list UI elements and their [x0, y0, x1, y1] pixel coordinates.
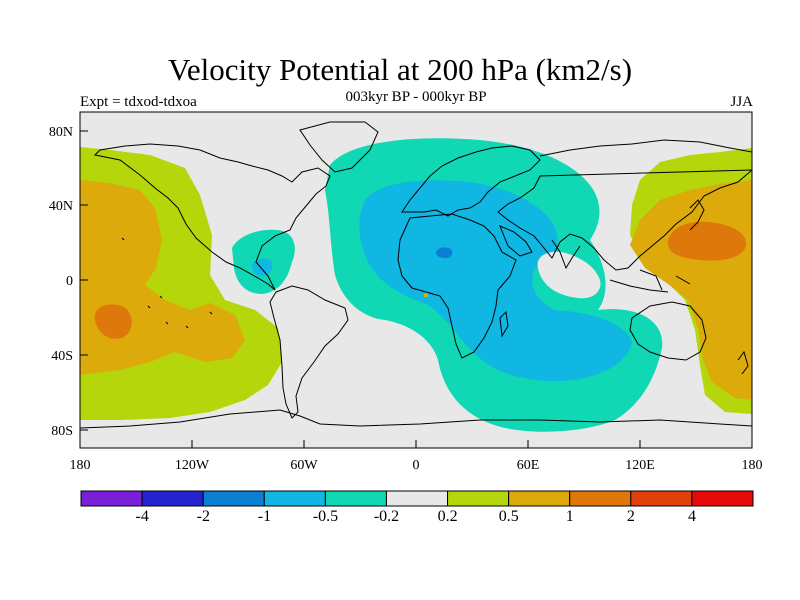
season-label: JJA [730, 94, 753, 110]
lon-label-120w: 120W [175, 458, 210, 473]
lon-label-60w: 60W [290, 458, 318, 473]
colorbar [80, 490, 754, 507]
colorbar-label-2: -2 [197, 508, 210, 525]
colorbar-label-5: -0.2 [374, 508, 399, 525]
colorbar-box-3 [202, 490, 265, 507]
coastline-antarctica [80, 409, 752, 429]
coastline-india [551, 239, 581, 270]
lon-label-120e: 120E [625, 458, 655, 473]
contour-zero-indian [537, 251, 601, 299]
colorbar-label-1: -4 [136, 508, 149, 525]
colorbar-labels: -4 -2 -1 -0.5 -0.2 0.2 0.5 1 2 4 [136, 508, 696, 525]
coastline-asia [497, 139, 752, 271]
contour-pos-0.2-gulf [424, 293, 428, 297]
colorbar-label-3: -1 [258, 508, 271, 525]
coastline-north-america [93, 143, 331, 291]
contour-neg-0.5-main [359, 180, 632, 382]
colorbar-box-2 [141, 490, 204, 507]
colorbar-box-10 [630, 490, 693, 507]
colorbar-label-10: 4 [688, 508, 696, 525]
lon-label-180-left: 180 [70, 458, 91, 473]
lon-label-180-right: 180 [742, 458, 763, 473]
colorbar-box-9 [569, 490, 632, 507]
lat-label-40n: 40N [49, 199, 73, 214]
colorbar-label-9: 2 [627, 508, 635, 525]
tick-marks [80, 130, 641, 448]
chart-subtitle: 003kyr BP - 000kyr BP [345, 89, 487, 105]
colorbar-box-7 [447, 490, 510, 507]
lon-label-60e: 60E [517, 458, 540, 473]
colorbar-box-5 [324, 490, 387, 507]
colorbar-label-4: -0.5 [313, 508, 338, 525]
coastline-australia [629, 301, 707, 361]
lat-label-80s: 80S [51, 424, 73, 439]
lon-labels: 180 120W 60W 0 60E 120E 180 [70, 458, 763, 473]
coastline-islands [121, 237, 213, 329]
coastline-south-america [269, 285, 349, 419]
coastline-africa [397, 213, 517, 359]
coastline-arabia [499, 225, 533, 257]
coastline-indonesia [609, 269, 691, 293]
coastlines [80, 121, 752, 429]
coastline-madagascar [499, 310, 509, 338]
colorbar-box-11 [691, 490, 754, 507]
contour-field [80, 121, 752, 432]
lat-labels: 80N 40N 0 40S 80S [49, 125, 73, 439]
contour-pos-1-west [94, 304, 132, 339]
lat-label-40s: 40S [51, 349, 73, 364]
colorbar-label-8: 1 [566, 508, 574, 525]
colorbar-label-7: 0.5 [499, 508, 519, 525]
colorbar-box-8 [508, 490, 571, 507]
colorbar-box-1 [80, 490, 143, 507]
colorbar-box-6 [385, 490, 449, 507]
contour-neg-1-spot [436, 247, 453, 258]
experiment-label: Expt = tdxod-tdxoa [80, 94, 197, 110]
coastline-greenland [299, 121, 379, 173]
lat-label-80n: 80N [49, 125, 73, 140]
contour-pos-1-east [667, 221, 747, 261]
coastline-new-zealand [737, 350, 749, 375]
lat-label-0: 0 [66, 274, 73, 289]
colorbar-label-6: 0.2 [438, 508, 458, 525]
coastline-europe [401, 145, 541, 217]
lon-label-0: 0 [413, 458, 420, 473]
chart-title: Velocity Potential at 200 hPa (km2/s) [167, 52, 633, 87]
colorbar-box-4 [263, 490, 326, 507]
coastline-japan [689, 199, 705, 231]
